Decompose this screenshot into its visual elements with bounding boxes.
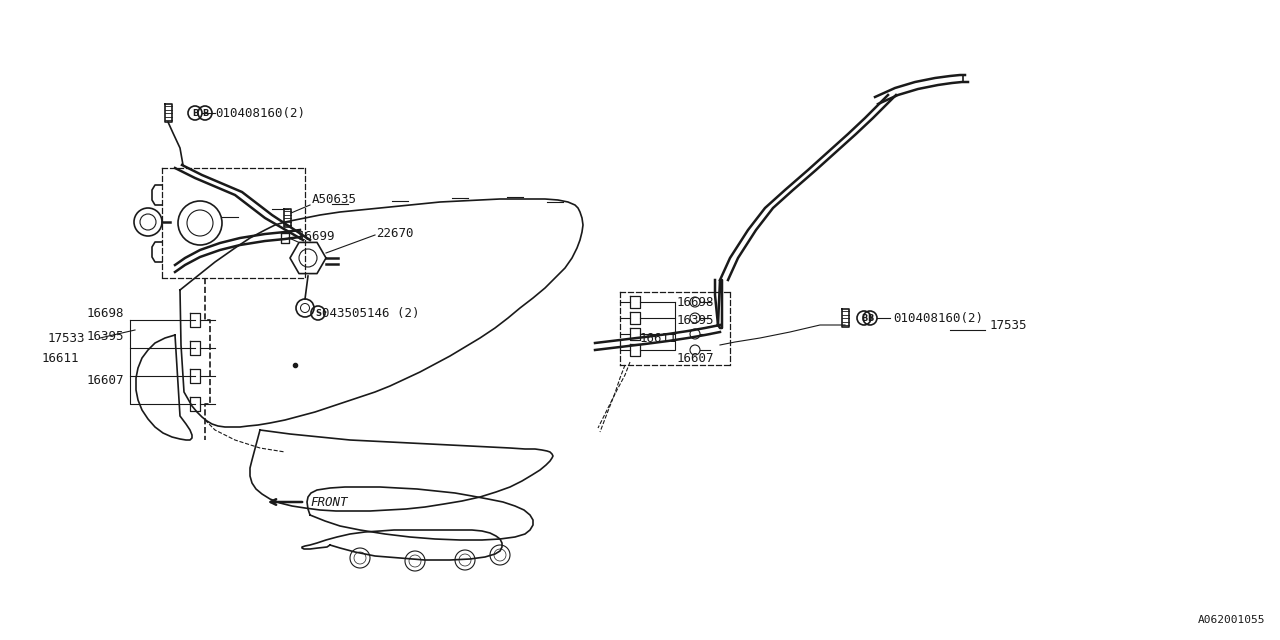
Text: B: B bbox=[202, 109, 209, 118]
Text: 17535: 17535 bbox=[989, 319, 1028, 332]
Text: 16699: 16699 bbox=[298, 230, 335, 243]
Text: S: S bbox=[315, 308, 321, 317]
Text: A50635: A50635 bbox=[312, 193, 357, 205]
Text: A062001055: A062001055 bbox=[1198, 615, 1265, 625]
Text: 010408160(2): 010408160(2) bbox=[215, 106, 305, 120]
Text: 16698: 16698 bbox=[677, 296, 714, 308]
Text: 16607: 16607 bbox=[87, 374, 124, 387]
Text: 22670: 22670 bbox=[376, 227, 413, 239]
Text: B: B bbox=[192, 109, 198, 118]
Text: 16611: 16611 bbox=[42, 351, 79, 365]
Text: 17533: 17533 bbox=[49, 332, 86, 344]
Text: 16395: 16395 bbox=[677, 314, 714, 326]
Text: 16611: 16611 bbox=[640, 332, 677, 344]
Text: B: B bbox=[867, 314, 873, 323]
Text: B: B bbox=[861, 314, 867, 323]
Text: 16698: 16698 bbox=[87, 307, 124, 319]
Text: 16395: 16395 bbox=[87, 330, 124, 342]
Text: 010408160(2): 010408160(2) bbox=[893, 312, 983, 324]
Text: FRONT: FRONT bbox=[310, 495, 347, 509]
Text: 16607: 16607 bbox=[677, 351, 714, 365]
Text: 043505146 (2): 043505146 (2) bbox=[323, 307, 420, 319]
